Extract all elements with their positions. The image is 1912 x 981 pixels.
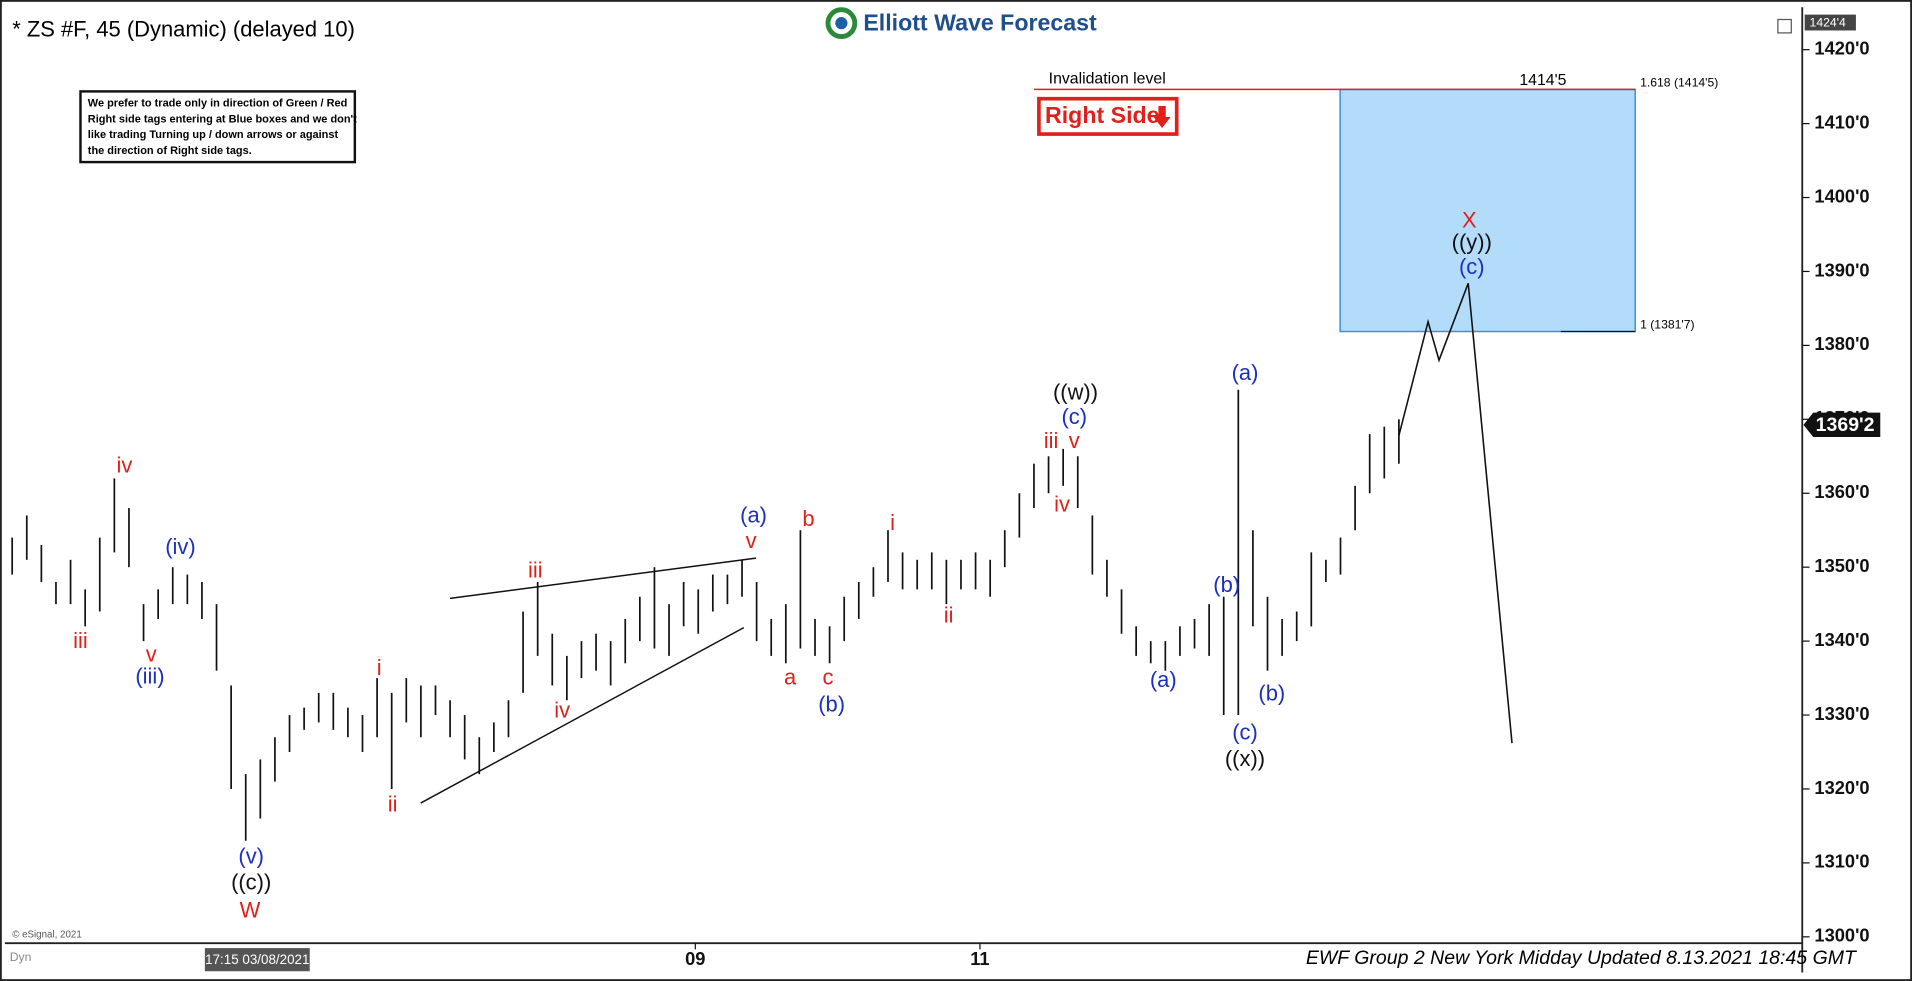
y-tick-label: 1360'0 [1814,481,1869,502]
target-box [1339,88,1636,333]
wave-label: (a) [1150,667,1177,692]
wave-label: (iv) [165,534,195,559]
wave-label: i [890,510,895,535]
wave-label: ii [388,791,398,816]
wave-label: c [822,665,833,690]
wave-label: iv [1054,492,1070,517]
logo-icon [835,17,848,30]
y-tick-label: 1410'0 [1814,111,1869,132]
wave-label: W [240,897,261,922]
wedge-line [449,557,757,600]
tag-text: Right Side [1045,102,1160,128]
wave-label: a [784,665,797,690]
wedge [420,557,757,804]
wave-label: (a) [1232,360,1259,385]
y-tick-label: 1390'0 [1814,259,1869,280]
y-tick-label: 1350'0 [1814,555,1869,576]
logo: Elliott Wave Forecast [819,4,1108,42]
wave-label: (c) [1061,404,1087,429]
top-price-label: 1424'4 [1810,15,1846,29]
footer: EWF Group 2 New York Midday Updated 8.13… [1306,947,1858,969]
wave-label: iii [1044,428,1059,453]
wedge-line [420,626,745,804]
wave-label: v [146,641,157,666]
x-tick-label: 09 [685,948,705,969]
note-line: the direction of Right side tags. [88,145,252,157]
note-box: We prefer to trade only in direction of … [79,90,357,164]
top-price-bg [1804,14,1856,31]
credit: © eSignal, 2021 [12,929,82,940]
y-tick-label: 1340'0 [1814,629,1869,650]
start-label: 17:15 03/08/2021 [205,952,309,967]
y-tick-label: 1380'0 [1814,333,1869,354]
wave-label: (c) [1232,719,1258,744]
wave-label: (a) [740,503,767,528]
wave-label: b [802,506,814,531]
wave-label: (b) [818,691,845,716]
wave-label: iv [116,453,132,478]
current-price-tag [1803,412,1881,438]
wave-labels: iv iii v (iii) (iv) (v) ((c)) W i ii iii… [73,208,1492,923]
note-line: We prefer to trade only in direction of … [88,97,348,109]
wave-label: (iii) [135,663,164,688]
wave-label: (v) [238,844,264,869]
wave-label: iv [554,697,570,722]
wave-label: ((x)) [1225,746,1265,771]
tag-frame [1037,96,1179,136]
mode-label: Dyn [10,950,32,964]
note-frame [79,90,357,164]
right-side-tag: Right Side [1037,96,1179,136]
wave-label: (b) [1258,680,1285,705]
invalidation-value: 1414'5 [1519,72,1566,89]
current-price-label: 1369'2 [1816,414,1875,436]
y-tick-label: 1400'0 [1814,185,1869,206]
logo-bg [819,4,1108,42]
y-tick-label: 1310'0 [1814,851,1869,872]
wave-label: (c) [1459,254,1485,279]
fib-label: 1 (1381'7) [1640,318,1695,332]
wave-label: iii [73,628,88,653]
note-line: like trading Turning up / down arrows or… [88,129,339,141]
y-tick-label: 1420'0 [1814,38,1869,59]
wave-label: X [1462,208,1477,233]
wave-label: (b) [1213,572,1240,597]
wave-label: ((c)) [231,869,271,894]
wave-label: v [1069,428,1080,453]
wave-label: v [746,528,757,553]
wave-label: ((y)) [1452,230,1492,255]
invalidation-text: Invalidation level [1049,70,1166,87]
logo-text: Elliott Wave Forecast [863,10,1097,36]
wave-label: i [377,655,382,680]
fib-label: 1.618 (1414'5) [1640,76,1718,90]
x-tick-label: 11 [970,948,989,969]
note-line: Right side tags entering at Blue boxes a… [88,113,357,125]
wave-label: ((w)) [1053,379,1098,404]
y-tick-label: 1320'0 [1814,777,1869,798]
y-tick-label: 1330'0 [1814,703,1869,724]
logo-icon [825,7,858,39]
wave-label: ii [944,602,954,627]
y-tick-label: 1300'0 [1814,925,1869,946]
wave-label: iii [528,557,543,582]
window-button[interactable] [1777,18,1792,34]
chart-title: * ZS #F, 45 (Dynamic) (delayed 10) [12,16,355,41]
projection-line [1398,283,1513,744]
start-label-bg [204,948,310,972]
